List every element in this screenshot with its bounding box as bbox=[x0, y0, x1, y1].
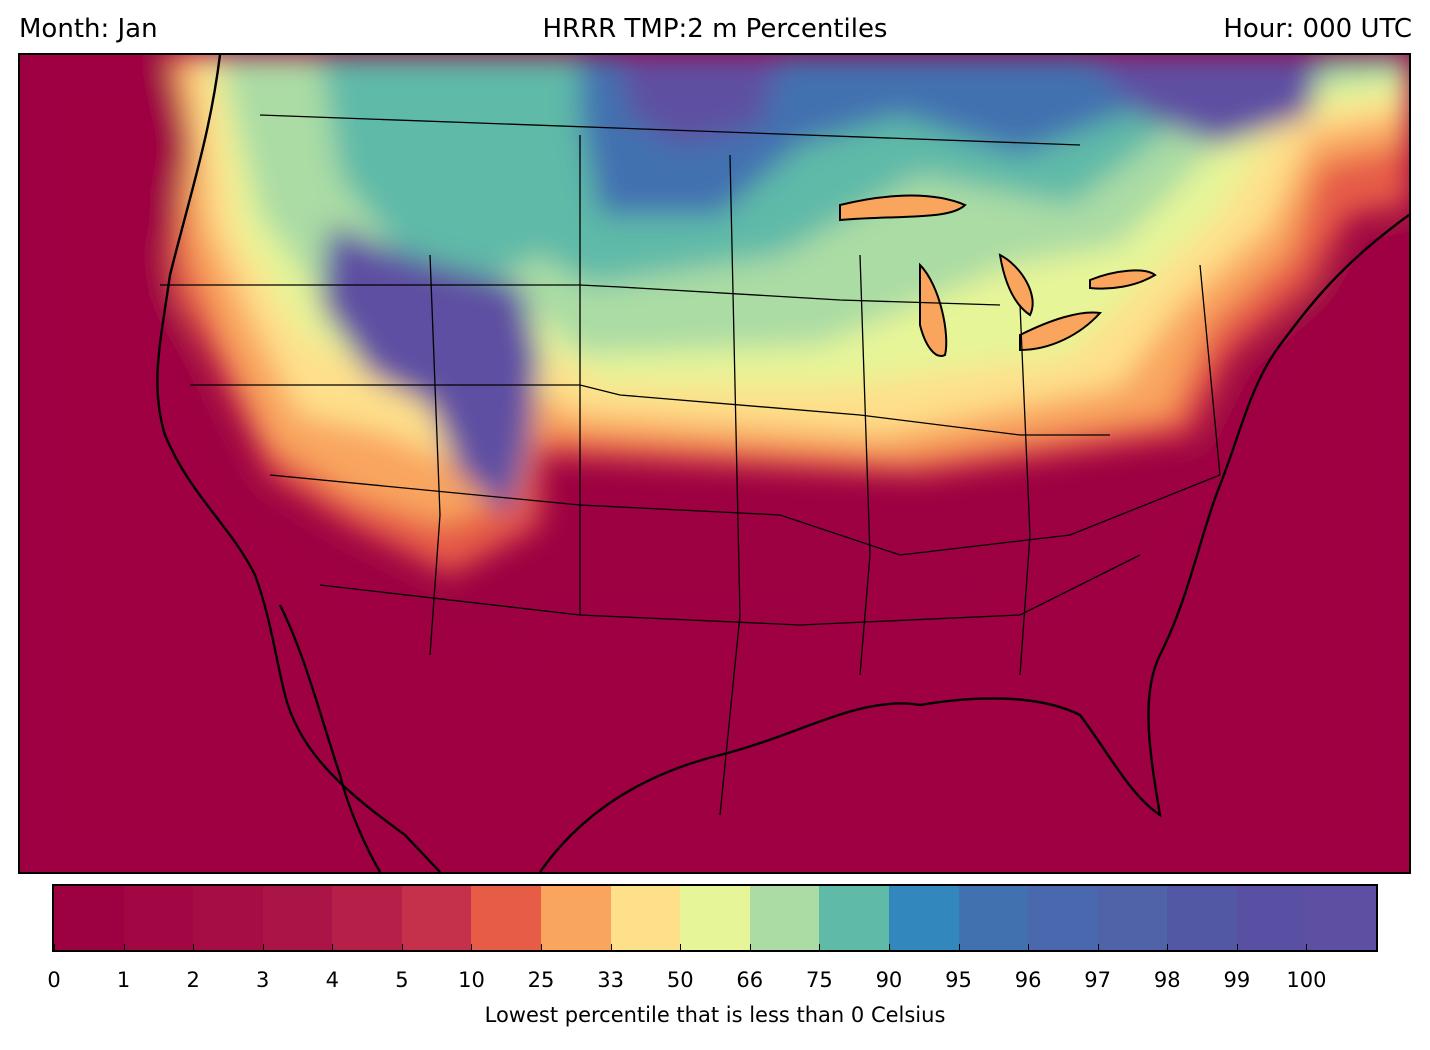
hour-label: Hour: 000 UTC bbox=[1223, 14, 1412, 44]
colorbar-segment bbox=[888, 886, 959, 950]
colorbar-segment bbox=[123, 886, 194, 950]
colorbar-tick-label: 33 bbox=[597, 968, 624, 992]
map-title: HRRR TMP:2 m Percentiles bbox=[542, 14, 888, 44]
colorbar-tick bbox=[193, 944, 195, 952]
colorbar-tick-label: 100 bbox=[1286, 968, 1327, 992]
colorbar-tick bbox=[123, 944, 125, 952]
colorbar-tick-label: 95 bbox=[945, 968, 972, 992]
colorbar-segment bbox=[471, 886, 542, 950]
great-lakes bbox=[839, 194, 1157, 357]
colorbar-segment bbox=[1236, 886, 1307, 950]
colorbar-tick-label: 5 bbox=[395, 968, 409, 992]
colorbar-segment bbox=[1306, 886, 1376, 950]
colorbar-tick bbox=[1167, 944, 1169, 952]
colorbar-tick bbox=[888, 944, 890, 952]
colorbar-tick bbox=[541, 944, 543, 952]
colorbar-tick-label: 0 bbox=[47, 968, 61, 992]
colorbar-segment bbox=[262, 886, 333, 950]
colorbar-tick bbox=[1097, 944, 1099, 952]
boundaries bbox=[160, 114, 1221, 816]
colorbar-segment bbox=[958, 886, 1029, 950]
colorbar-segment bbox=[1167, 886, 1237, 950]
colorbar-segment bbox=[749, 886, 820, 950]
colorbar-segment bbox=[1028, 886, 1098, 950]
colorbar-tick-label: 25 bbox=[527, 968, 555, 992]
colorbar-tick bbox=[1028, 944, 1030, 952]
colorbar-tick-label: 10 bbox=[458, 968, 485, 992]
colorbar-segment bbox=[401, 886, 472, 950]
month-label: Month: Jan bbox=[19, 14, 158, 44]
colorbar-segment bbox=[54, 886, 124, 950]
colorbar-tick bbox=[262, 944, 264, 952]
coastlines bbox=[156, 55, 1409, 872]
colorbar-tick bbox=[1236, 944, 1238, 952]
colorbar-tick bbox=[471, 944, 473, 952]
colorbar-tick-label: 4 bbox=[325, 968, 339, 992]
colorbar-tick-label: 75 bbox=[805, 968, 833, 992]
colorbar-segment bbox=[610, 886, 681, 950]
colorbar-tick-label: 3 bbox=[256, 968, 270, 992]
colorbar-tick bbox=[1306, 944, 1308, 952]
colorbar-segment bbox=[1097, 886, 1168, 950]
colorbar-segment bbox=[193, 886, 263, 950]
colorbar-tick bbox=[958, 944, 960, 952]
colorbar-segment bbox=[541, 886, 611, 950]
colorbar-tick-label: 98 bbox=[1153, 968, 1181, 992]
colorbar-tick bbox=[610, 944, 612, 952]
colorbar-tick-label: 1 bbox=[116, 968, 131, 992]
colorbar-tick-label: 2 bbox=[186, 968, 200, 992]
colorbar-tick bbox=[54, 944, 55, 952]
colorbar-tick bbox=[332, 944, 334, 952]
percentile-field bbox=[20, 55, 1409, 872]
colorbar-segment bbox=[819, 886, 889, 950]
colorbar-tick-label: 96 bbox=[1014, 968, 1042, 992]
colorbar-tick-label: 50 bbox=[666, 968, 694, 992]
colorbar-segment bbox=[332, 886, 402, 950]
colorbar-tick-label: 66 bbox=[736, 968, 764, 992]
colorbar bbox=[52, 884, 1378, 952]
colorbar-ticks: 0 1 2 3 4 5 10 25 33 50 66 75 90 95 96 97 98 99 100 bbox=[47, 944, 1378, 1012]
colorbar-label: Lowest percentile that is less than 0 Ce… bbox=[484, 1003, 946, 1027]
colorbar-tick bbox=[749, 944, 751, 952]
colorbar-tick bbox=[680, 944, 682, 952]
colorbar-tick-label: 99 bbox=[1223, 968, 1251, 992]
percentile-map bbox=[18, 53, 1411, 874]
colorbar-tick-label: 90 bbox=[875, 968, 903, 992]
colorbar-tick bbox=[819, 944, 821, 952]
colorbar-segment bbox=[680, 886, 750, 950]
colorbar-tick bbox=[401, 944, 403, 952]
colorbar-tick-label: 97 bbox=[1084, 968, 1112, 992]
